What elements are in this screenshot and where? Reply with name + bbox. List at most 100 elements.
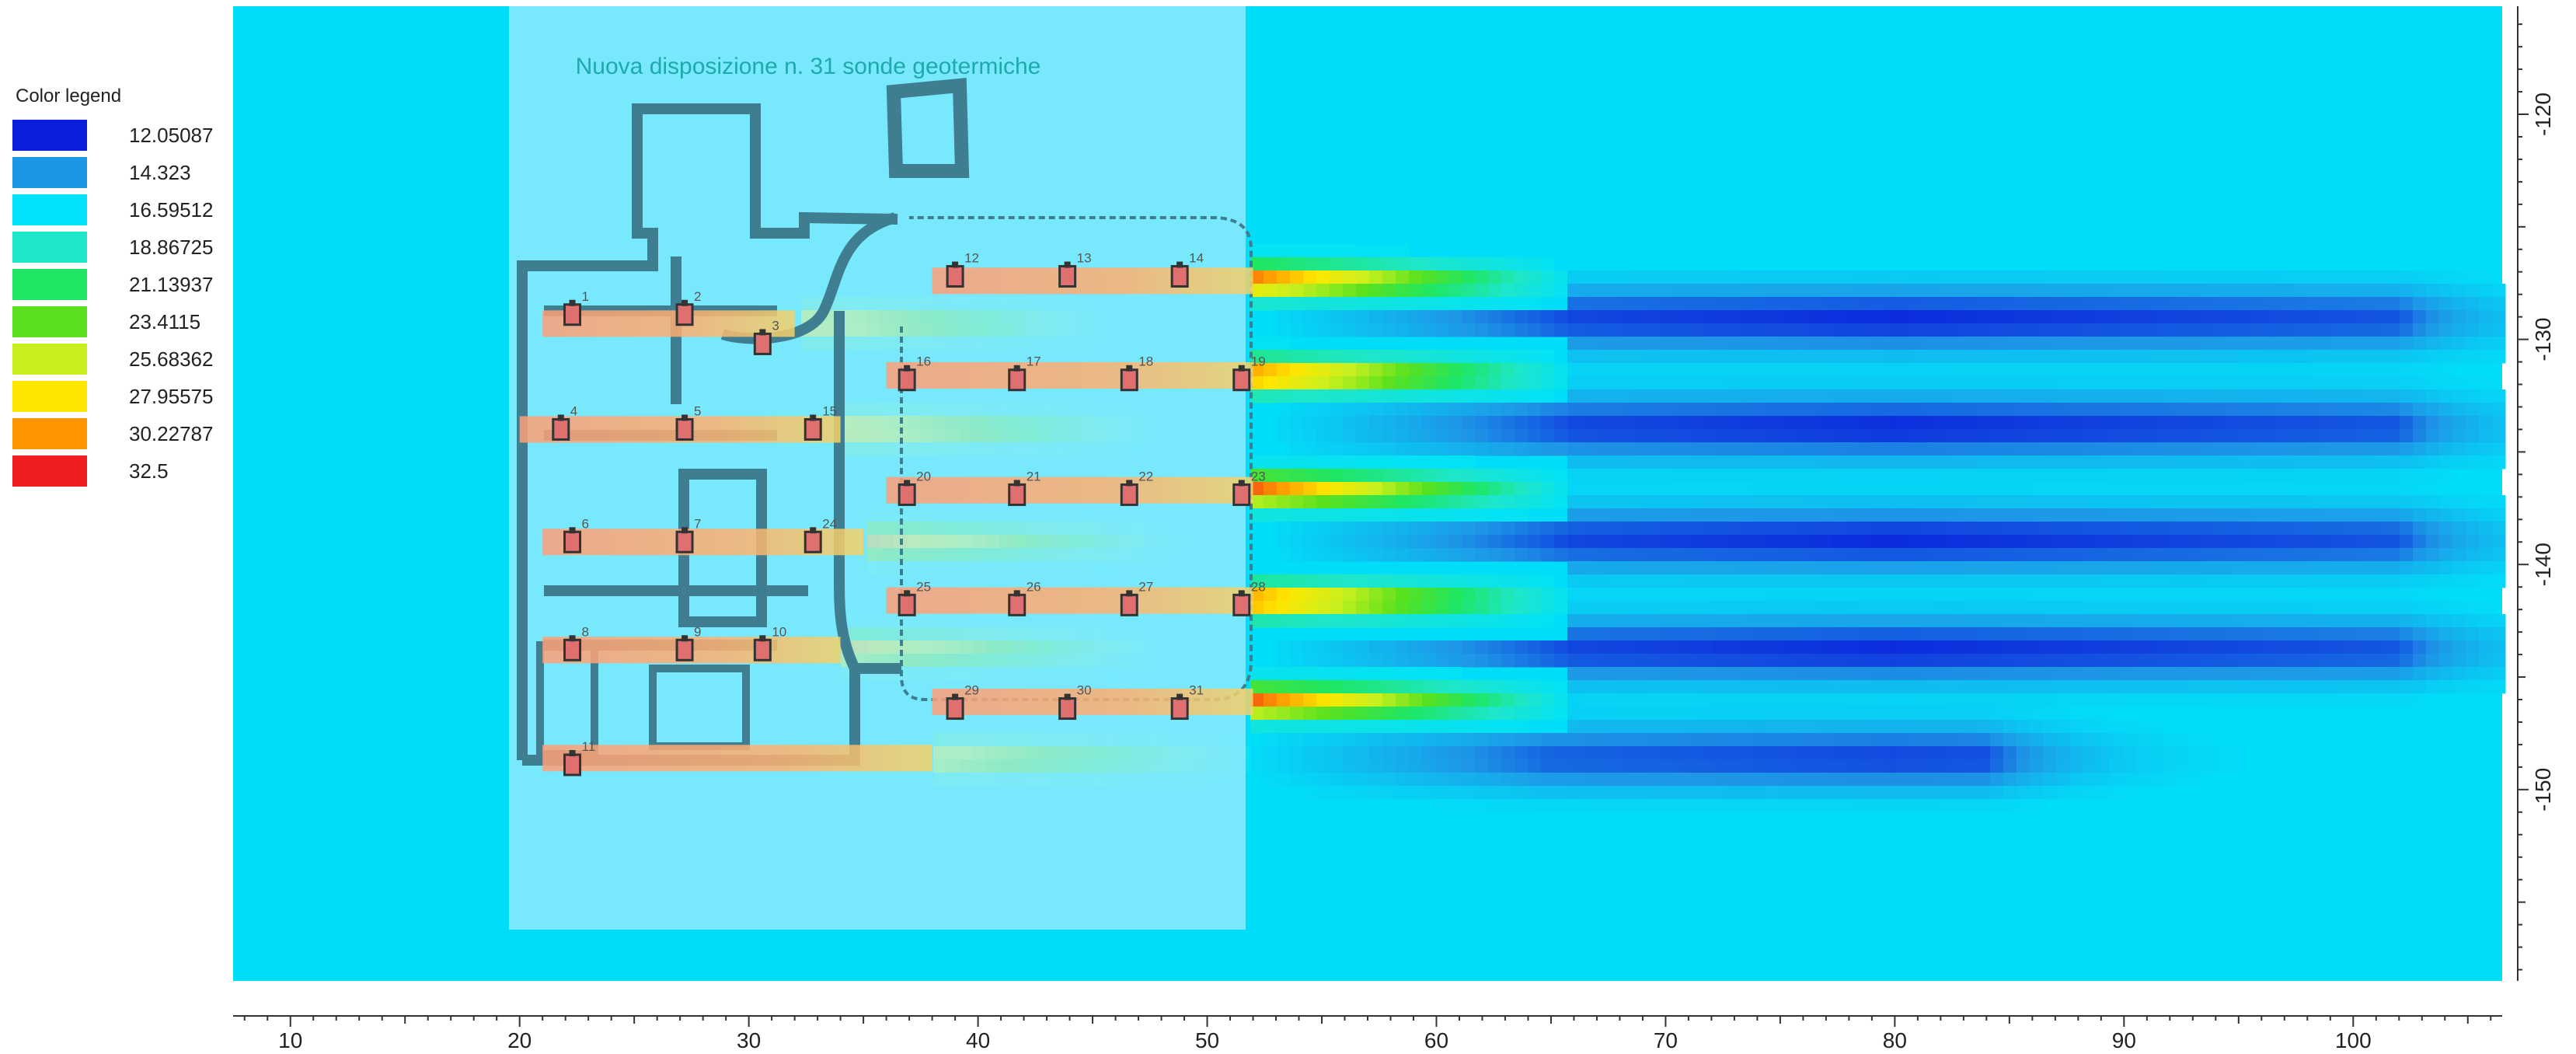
- heatmap-cell: [1316, 403, 1330, 417]
- heatmap-cell: [1845, 469, 1859, 483]
- probe-label: 5: [694, 403, 701, 418]
- heatmap-cell: [2228, 442, 2242, 456]
- heatmap-cell: [2096, 455, 2110, 469]
- heatmap-cell: [1660, 350, 1674, 364]
- heatmap-cell: [1462, 799, 1476, 813]
- heatmap-cell: [1950, 786, 1964, 800]
- heatmap-cell: [1356, 773, 1370, 787]
- heatmap-cell: [2201, 746, 2215, 760]
- heatmap-cell: [1805, 667, 1819, 681]
- heatmap-cell: [2030, 548, 2044, 562]
- heatmap-cell: [1937, 601, 1951, 615]
- heatmap-cell: [1409, 455, 1423, 469]
- heatmap-cell: [1515, 574, 1529, 588]
- heatmap-cell: [2386, 654, 2400, 668]
- heatmap-cell: [1924, 693, 1938, 707]
- probe-marker: 2: [675, 289, 702, 326]
- heatmap-cell: [1435, 693, 1449, 707]
- heatmap-cell: [1977, 759, 1991, 773]
- heatmap-cell: [1924, 680, 1938, 694]
- heatmap-cell: [2268, 601, 2281, 615]
- heatmap-cell: [2294, 535, 2308, 549]
- heatmap-cell: [1369, 416, 1383, 430]
- heatmap-cell: [1792, 270, 1806, 284]
- heatmap-cell: [2479, 561, 2493, 575]
- heatmap-cell: [2373, 442, 2387, 456]
- heatmap-cell: [2307, 561, 2321, 575]
- heatmap-cell: [2492, 284, 2506, 298]
- heatmap-cell: [1475, 403, 1489, 417]
- heatmap-cell: [2043, 522, 2057, 536]
- heatmap-cell: [1660, 746, 1674, 760]
- heatmap-cell: [2149, 654, 2163, 668]
- heatmap-cell: [1805, 323, 1819, 337]
- x-tick-label: 30: [737, 1028, 761, 1052]
- heatmap-cell: [1396, 548, 1410, 562]
- heatmap-cell: [1528, 403, 1542, 417]
- heatmap-cell: [1303, 786, 1317, 800]
- heatmap-cell: [1990, 627, 2004, 641]
- heatmap-cell: [1620, 588, 1634, 602]
- heatmap-cell: [1448, 720, 1462, 734]
- heatmap-cell: [1673, 746, 1687, 760]
- heatmap-cell: [1818, 561, 1832, 575]
- heatmap-cell: [1620, 469, 1634, 483]
- heatmap-cell: [2043, 535, 2057, 549]
- heatmap-cell: [1409, 522, 1423, 536]
- heatmap-cell: [2017, 680, 2030, 694]
- heatmap-cell: [2188, 337, 2202, 351]
- heatmap-cell: [2492, 455, 2506, 469]
- heatmap-cell: [2109, 535, 2123, 549]
- heatmap-cell: [2003, 693, 2017, 707]
- heatmap-cell: [1858, 337, 1872, 351]
- heatmap-cell: [2069, 297, 2083, 311]
- heatmap-cell: [1805, 746, 1819, 760]
- heatmap-cell: [1911, 284, 1925, 298]
- heatmap-cell: [2030, 429, 2044, 443]
- heatmap-cell: [1316, 746, 1330, 760]
- probe-label: 16: [916, 354, 931, 369]
- heatmap-cell: [1290, 363, 1304, 377]
- heatmap-cell: [2228, 759, 2242, 773]
- heatmap-cell: [2452, 508, 2466, 522]
- heatmap-cell: [2175, 733, 2189, 747]
- heatmap-cell: [1250, 746, 1264, 760]
- heatmap-cell: [1964, 535, 1978, 549]
- heatmap-cell: [1699, 389, 1713, 403]
- heatmap-cell: [1818, 416, 1832, 430]
- heatmap-cell: [2201, 693, 2215, 707]
- heatmap-cell: [2334, 323, 2348, 337]
- heatmap-cell: [1488, 601, 1502, 615]
- heatmap-cell: [2492, 297, 2506, 311]
- heatmap-cell: [1898, 310, 1912, 324]
- heatmap-cell: [2228, 337, 2242, 351]
- heatmap-cell: [1409, 640, 1423, 654]
- heatmap-cell: [1316, 508, 1330, 522]
- heatmap-cell: [2413, 614, 2427, 628]
- heatmap-cell: [1660, 442, 1674, 456]
- heatmap-cell: [1950, 799, 1964, 813]
- heatmap-cell: [2149, 270, 2163, 284]
- heatmap-cell: [2003, 508, 2017, 522]
- heatmap-cell: [1805, 522, 1819, 536]
- heatmap-cell: [2069, 376, 2083, 390]
- heatmap-cell: [1845, 561, 1859, 575]
- heatmap-cell: [2479, 389, 2493, 403]
- heatmap-cell: [2320, 693, 2334, 707]
- heatmap-cell: [1977, 561, 1991, 575]
- heatmap-cell: [2083, 482, 2097, 496]
- heatmap-cell: [1303, 429, 1317, 443]
- heatmap-cell: [1884, 297, 1898, 311]
- heatmap-cell: [2307, 270, 2321, 284]
- heatmap-cell: [2109, 561, 2123, 575]
- heatmap-cell: [1541, 284, 1555, 298]
- heatmap-cell: [1792, 482, 1806, 496]
- heatmap-cell: [2215, 310, 2229, 324]
- heatmap-cell: [1422, 614, 1436, 628]
- heatmap-cell: [2056, 416, 2070, 430]
- heatmap-cell: [2466, 574, 2480, 588]
- heatmap-cell: [1448, 257, 1462, 271]
- heatmap-cell: [2281, 350, 2295, 364]
- heatmap-cell: [2215, 416, 2229, 430]
- heatmap-cell: [2215, 627, 2229, 641]
